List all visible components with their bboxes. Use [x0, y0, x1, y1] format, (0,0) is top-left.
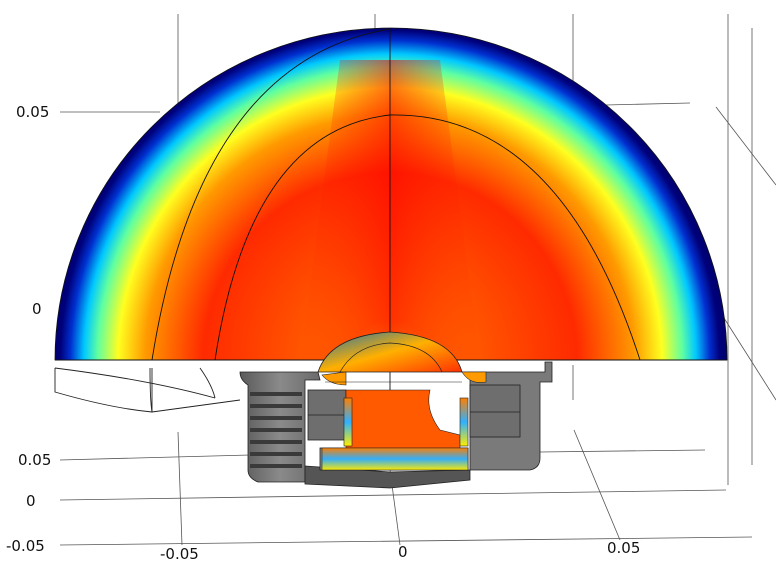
interior-field [321, 371, 487, 471]
axis-grid [59, 14, 776, 546]
x-tick-label: 0 [398, 543, 408, 561]
y-tick-label: 0.05 [18, 451, 52, 469]
domain-outline [54, 367, 241, 413]
z-tick-label: 0.05 [16, 103, 50, 121]
x-tick-label: -0.05 [160, 545, 199, 563]
housing-thread [250, 392, 302, 468]
z-tick-label: 0 [32, 300, 42, 318]
magnet-right [469, 384, 521, 438]
y-tick-label: -0.05 [6, 537, 45, 555]
dome-inner-line [339, 342, 443, 373]
y-tick-label: 0 [26, 492, 36, 510]
speaker-dome[interactable] [317, 331, 463, 373]
x-tick-label: 0.05 [607, 539, 641, 557]
housing-base [304, 465, 471, 489]
